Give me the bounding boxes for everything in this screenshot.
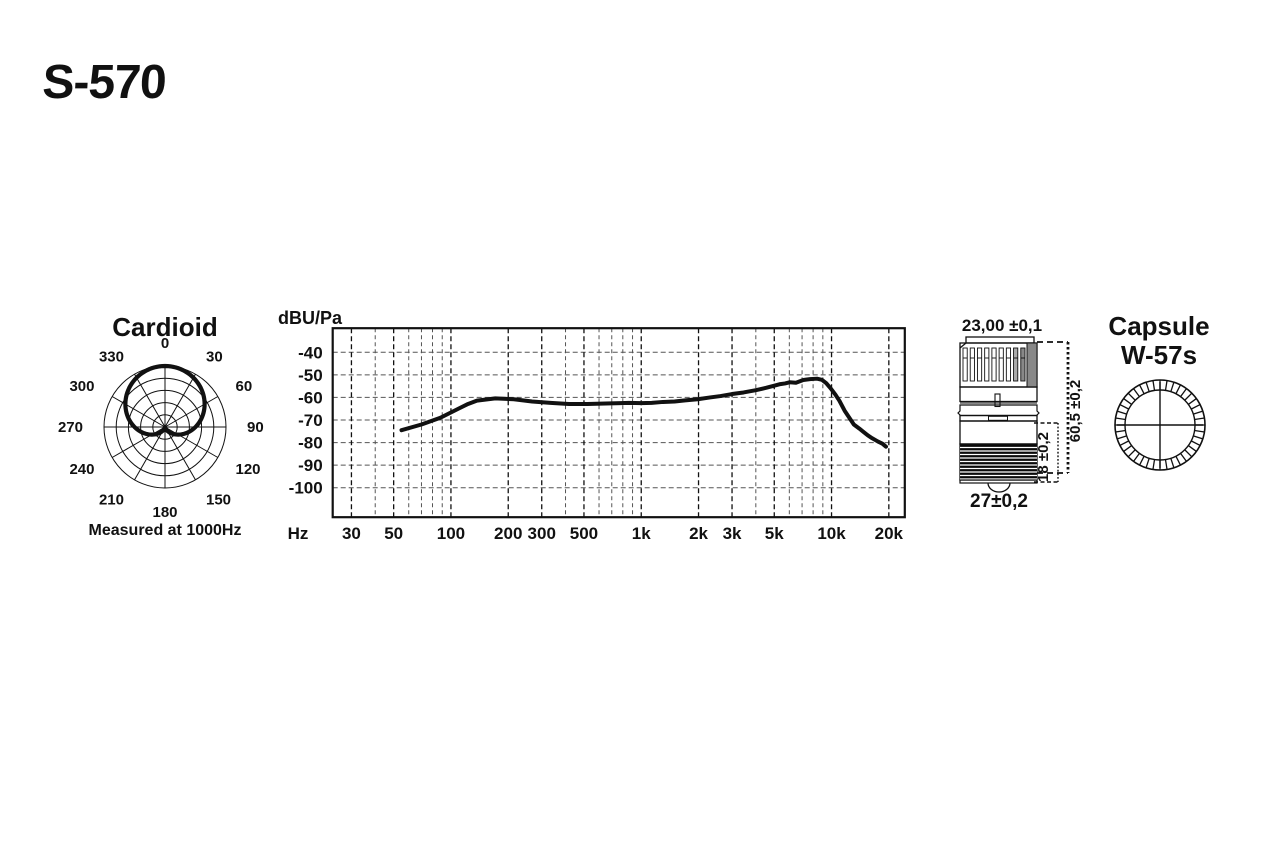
svg-text:W-57s: W-57s [1121, 340, 1197, 370]
svg-text:Capsule: Capsule [1108, 311, 1209, 341]
